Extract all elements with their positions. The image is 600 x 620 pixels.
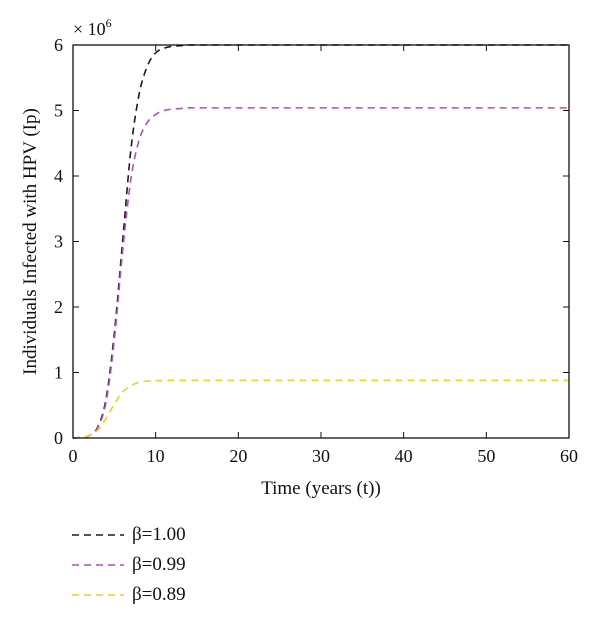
legend-item: β=0.89 [72,580,186,610]
legend-label: β=0.99 [132,554,186,575]
legend-item: β=1.00 [72,520,186,550]
y-axis-multiplier: × 106 [73,16,112,39]
legend-label: β=1.00 [132,524,186,545]
y-axis-multiplier-exponent: 6 [106,16,112,30]
y-axis-label: Individuals Infected with HPV (Ip) [20,108,41,375]
series-line [72,44,569,439]
legend-swatch [72,564,124,566]
x-tick-label: 60 [560,446,578,466]
series-line [72,107,569,439]
x-axis-label: Time (years (t)) [261,478,381,499]
x-tick-label: 30 [312,446,330,466]
y-tick-label: 5 [54,101,63,121]
legend: β=1.00 β=0.99 β=0.89 [72,520,186,610]
series-layer [72,44,569,439]
x-tick-label: 50 [477,446,495,466]
y-tick-label: 0 [54,428,63,448]
x-tick-label: 40 [395,446,413,466]
legend-label: β=0.89 [132,584,186,605]
legend-item: β=0.99 [72,550,186,580]
x-tick-label: 0 [69,446,78,466]
ticks-layer: 0 10 20 30 40 50 60 0 1 2 3 4 5 6 [54,35,578,466]
plot-frame [72,44,570,439]
x-tick-label: 20 [229,446,247,466]
legend-swatch [72,534,124,536]
y-tick-label: 2 [54,297,63,317]
x-tick-label: 10 [147,446,165,466]
y-tick-label: 1 [54,363,63,383]
series-line [72,379,569,439]
y-tick-label: 4 [54,166,63,186]
legend-swatch [72,594,124,596]
line-chart: 0 10 20 30 40 50 60 0 1 2 3 4 5 6 × 106 Time (years (… [20,16,578,499]
y-tick-label: 3 [54,232,63,252]
y-tick-label: 6 [54,35,63,55]
